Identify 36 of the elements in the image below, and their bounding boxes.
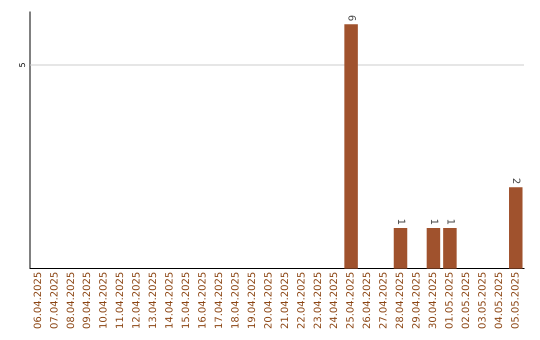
x-tick-label: 06.04.2025 xyxy=(32,272,44,330)
x-tick-label: 19.04.2025 xyxy=(246,272,258,330)
data-label: 1 xyxy=(394,218,406,225)
x-tick-label: 29.04.2025 xyxy=(412,272,423,330)
x-tick-label: 07.04.2025 xyxy=(49,272,60,330)
x-tick-label: 20.04.2025 xyxy=(263,272,274,330)
x-tick-label: 16.04.2025 xyxy=(197,272,208,330)
x-tick-label: 24.04.2025 xyxy=(329,272,340,330)
x-tick-label: 10.04.2025 xyxy=(98,272,110,330)
x-tick-label: 28.04.2025 xyxy=(395,272,406,330)
x-tick-label: 17.04.2025 xyxy=(214,272,225,330)
x-tick-label: 18.04.2025 xyxy=(230,272,242,330)
x-tick-label: 09.04.2025 xyxy=(82,272,94,330)
x-tick-label: 26.04.2025 xyxy=(362,272,374,330)
x-tick-label: 23.04.2025 xyxy=(312,272,324,330)
x-tick-label: 27.04.2025 xyxy=(378,272,390,330)
x-tick-label: 25.04.2025 xyxy=(346,272,357,330)
x-tick-label: 14.04.2025 xyxy=(164,272,176,330)
x-tick-label: 03.05.2025 xyxy=(477,272,488,330)
x-tick-label: 05.05.2025 xyxy=(510,272,522,330)
x-tick-label: 01.05.2025 xyxy=(444,272,456,330)
x-tick-label: 08.04.2025 xyxy=(66,272,77,330)
data-label: 6 xyxy=(346,14,357,22)
x-tick-label: 04.05.2025 xyxy=(494,272,505,330)
x-tick-label: 21.04.2025 xyxy=(280,272,291,330)
x-tick-label: 30.04.2025 xyxy=(428,272,440,330)
data-label: 1 xyxy=(428,218,439,225)
data-label: 2 xyxy=(510,178,522,184)
x-tick-label: 11.04.2025 xyxy=(115,272,126,330)
ref-line-label: 5 xyxy=(18,62,28,68)
x-tick-label: 22.04.2025 xyxy=(296,272,308,330)
data-label: 1 xyxy=(444,218,456,225)
x-tick-label: 15.04.2025 xyxy=(181,272,192,330)
x-tick-label: 13.04.2025 xyxy=(148,272,160,330)
x-tick-label: 02.05.2025 xyxy=(460,272,472,330)
x-tick-label: 12.04.2025 xyxy=(132,272,143,330)
